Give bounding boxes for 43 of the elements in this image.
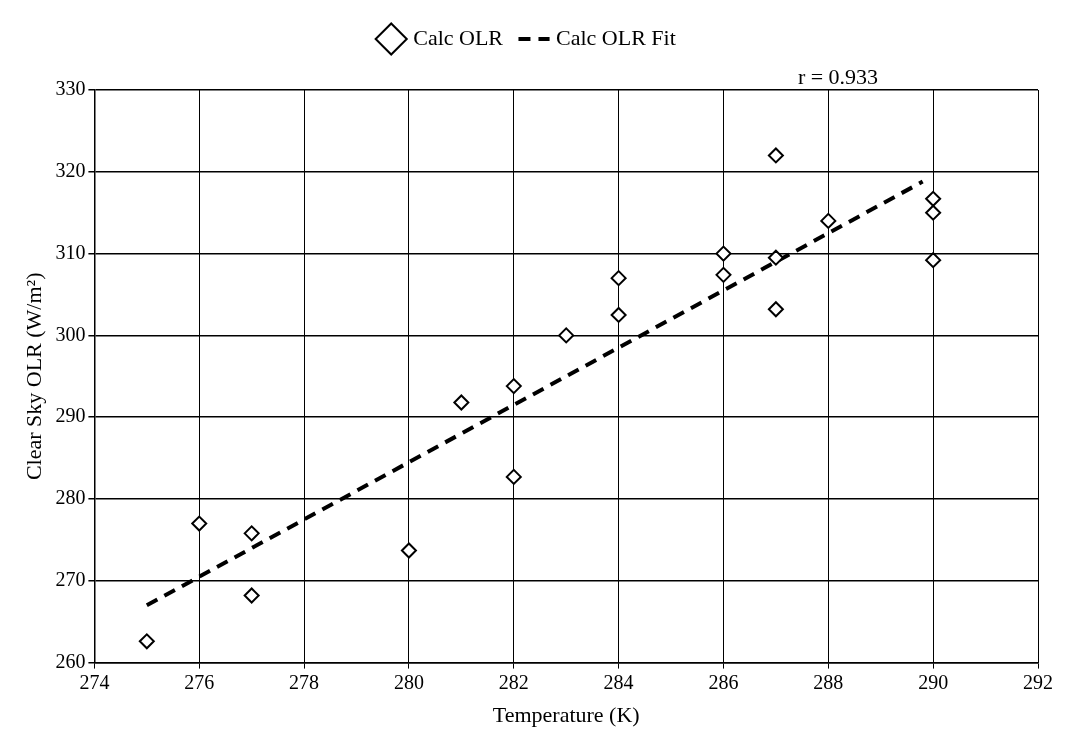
- x-tick-label: 290: [918, 670, 949, 693]
- point: [767, 249, 784, 266]
- point: [453, 394, 470, 411]
- y-tick-label: 300: [55, 322, 86, 345]
- point: [925, 252, 942, 269]
- x-tick-label: 278: [289, 670, 320, 693]
- x-tick-label: 286: [708, 670, 739, 693]
- y-tick-label: 310: [55, 240, 86, 263]
- point: [243, 587, 260, 604]
- y-tick-label: 260: [55, 649, 86, 672]
- x-tick-label: 274: [79, 670, 110, 693]
- y-tick-label: 330: [55, 77, 86, 100]
- legend-label: Calc OLR Fit: [556, 24, 676, 50]
- x-tick-label: 280: [393, 670, 424, 693]
- x-tick-label: 282: [498, 670, 529, 693]
- x-tick-label: 276: [184, 670, 215, 693]
- point: [505, 378, 522, 395]
- point: [138, 633, 155, 650]
- y-tick-label: 270: [55, 568, 86, 591]
- y-tick-label: 280: [55, 486, 86, 509]
- text: r = 0.933: [797, 63, 879, 89]
- x-tick-label: 284: [603, 670, 634, 693]
- x-axis-title: Temperature (K): [492, 701, 640, 727]
- y-tick-label: 320: [55, 159, 86, 182]
- y-tick-label: 290: [55, 404, 86, 427]
- point: [610, 270, 627, 287]
- point: [610, 306, 627, 323]
- point: [715, 266, 732, 283]
- point: [767, 301, 784, 318]
- point: [767, 147, 784, 164]
- point: [925, 204, 942, 221]
- y-axis-title: Clear Sky OLR (W/m²): [20, 272, 46, 481]
- point: [505, 468, 522, 485]
- point: [400, 542, 417, 559]
- point: [715, 245, 732, 262]
- x-tick-label: 292: [1023, 670, 1053, 693]
- x-tick-label: 288: [813, 670, 844, 693]
- point: [558, 327, 575, 344]
- legend-label: Calc OLR: [413, 24, 504, 50]
- point: [191, 515, 208, 532]
- point: [925, 190, 942, 207]
- point: [820, 212, 837, 229]
- point: [243, 525, 260, 542]
